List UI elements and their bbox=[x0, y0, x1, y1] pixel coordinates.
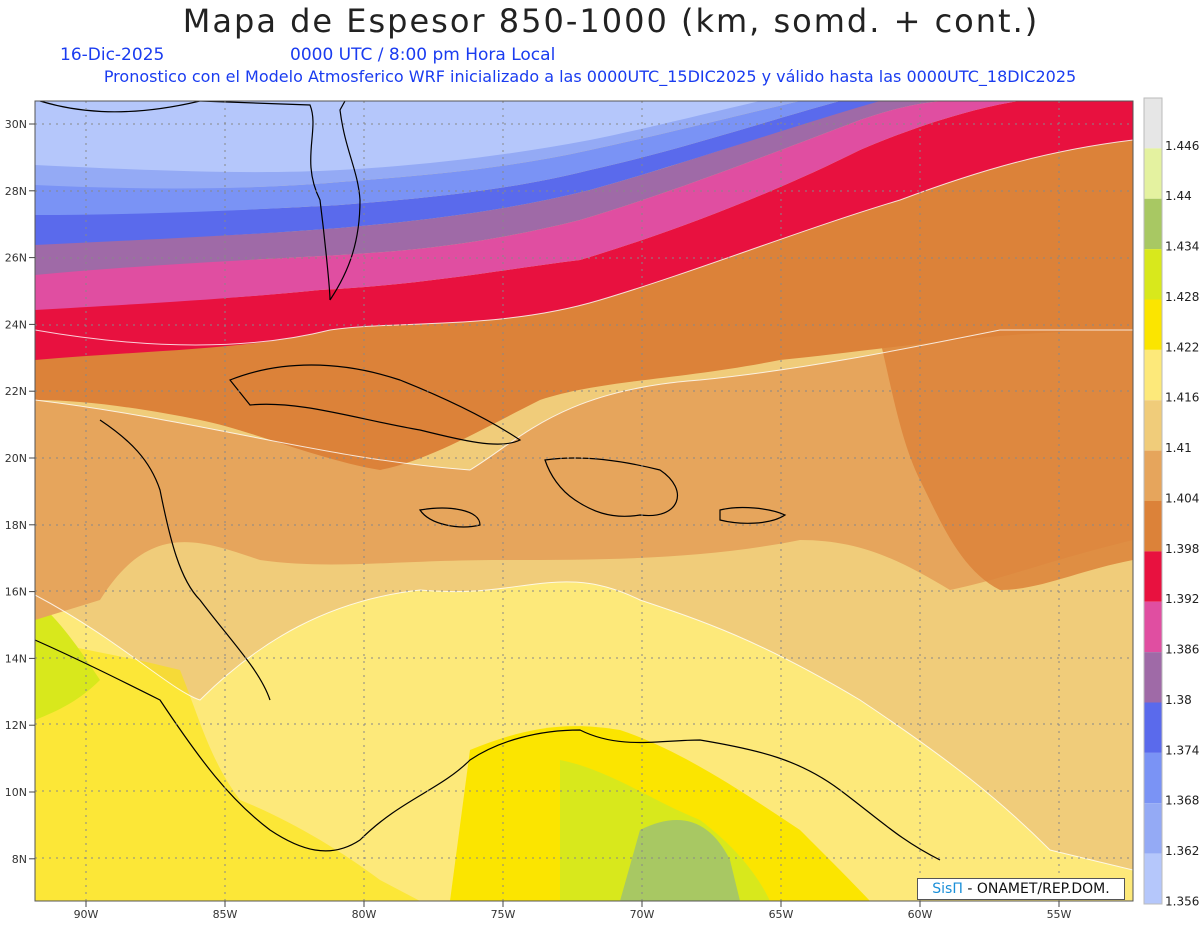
legend-swatch bbox=[1144, 601, 1162, 653]
lon-label: 85W bbox=[213, 908, 238, 921]
lon-label: 60W bbox=[908, 908, 933, 921]
field-band-1.368 bbox=[35, 101, 880, 245]
latitude-labels: 30N 28N 26N 24N 22N 20N 18N 16N 14N 12N 10N 8N bbox=[5, 118, 35, 866]
longitude-labels: 90W 85W 80W 75W 70W 65W 60W 55W bbox=[74, 901, 1072, 921]
contour-lines bbox=[35, 139, 1133, 871]
legend-swatch bbox=[1144, 501, 1162, 552]
field-band-1.416-west bbox=[35, 640, 420, 901]
legend-swatch bbox=[1144, 551, 1162, 602]
lat-label: 26N bbox=[5, 252, 27, 265]
field-band-1.392 bbox=[35, 140, 1133, 470]
credit-text: - ONAMET/REP.DOM. bbox=[962, 881, 1110, 897]
lat-label: 14N bbox=[5, 652, 27, 665]
legend-label: 1.398 bbox=[1165, 542, 1199, 556]
lon-label: 80W bbox=[352, 908, 377, 921]
lon-label: 70W bbox=[630, 908, 655, 921]
field-band-1.392-east bbox=[880, 295, 1133, 590]
legend-label: 1.386 bbox=[1165, 643, 1199, 657]
field-band-1.38 bbox=[35, 101, 1020, 310]
legend-frame bbox=[1143, 97, 1163, 905]
legend-label: 1.41 bbox=[1165, 441, 1192, 455]
thickness-field bbox=[35, 101, 1133, 901]
legend-swatch bbox=[1144, 752, 1162, 804]
legend-label: 1.38 bbox=[1165, 693, 1192, 707]
legend-swatch bbox=[1144, 803, 1162, 854]
legend-label: 1.374 bbox=[1165, 743, 1199, 757]
legend-label: 1.434 bbox=[1165, 240, 1199, 254]
florida-west-coast bbox=[199, 101, 331, 301]
plot-frame bbox=[34, 100, 1134, 902]
forecast-info: Pronostico con el Modelo Atmosferico WRF… bbox=[103, 67, 1077, 86]
legend-swatch bbox=[1144, 652, 1162, 703]
legend-label: 1.362 bbox=[1165, 844, 1199, 858]
legend-label: 1.356 bbox=[1165, 894, 1199, 908]
central-south-america-coast bbox=[35, 639, 941, 861]
field-band-1.35 bbox=[35, 101, 760, 173]
legend-swatch bbox=[1144, 702, 1162, 753]
gulf-coast bbox=[39, 101, 201, 113]
lat-label: 30N bbox=[5, 118, 27, 131]
field-band-1.386 bbox=[35, 101, 1133, 360]
forecast-date: 16-Dic-2025 bbox=[60, 45, 165, 65]
forecast-time: 0000 UTC / 8:00 pm Hora Local bbox=[290, 45, 556, 65]
legend-swatch bbox=[1144, 349, 1162, 401]
lat-label: 18N bbox=[5, 519, 27, 532]
lat-label: 12N bbox=[5, 719, 27, 732]
lat-label: 24N bbox=[5, 318, 27, 331]
grid-lines bbox=[35, 101, 1133, 901]
lat-label: 22N bbox=[5, 385, 27, 398]
jamaica bbox=[418, 507, 481, 528]
legend-label: 1.404 bbox=[1165, 491, 1199, 505]
legend-label: 1.428 bbox=[1165, 290, 1199, 304]
legend-swatch bbox=[1144, 299, 1162, 350]
field-band-1.422-west bbox=[35, 600, 100, 720]
legend-label: 1.44 bbox=[1165, 189, 1192, 203]
legend-label: 1.416 bbox=[1165, 391, 1199, 405]
credit-box: SisΠ - ONAMET/REP.DOM. bbox=[917, 878, 1125, 900]
field-band-1.398 bbox=[35, 330, 1133, 620]
color-legend: 1.446 1.44 1.434 1.428 1.422 1.416 1.41 1.404 1.… bbox=[1143, 97, 1199, 908]
lat-label: 20N bbox=[5, 452, 27, 465]
lat-label: 8N bbox=[12, 853, 27, 866]
lon-label: 65W bbox=[769, 908, 794, 921]
legend-swatch bbox=[1144, 198, 1162, 250]
field-band-1.428 bbox=[620, 820, 740, 901]
lat-label: 16N bbox=[5, 586, 27, 599]
field-band-1.362 bbox=[35, 101, 840, 215]
lat-label: 10N bbox=[5, 786, 27, 799]
legend-swatch bbox=[1144, 400, 1162, 451]
legend-label: 1.368 bbox=[1165, 794, 1199, 808]
legend-swatch bbox=[1144, 450, 1162, 501]
legend-label: 1.422 bbox=[1165, 340, 1199, 354]
map-title: Mapa de Espesor 850-1000 (km, somd. + co… bbox=[182, 2, 1040, 40]
credit-brand: SisΠ bbox=[932, 881, 963, 897]
lat-label: 28N bbox=[5, 185, 27, 198]
lon-label: 90W bbox=[74, 908, 99, 921]
legend-swatch bbox=[1144, 249, 1162, 300]
legend-swatch bbox=[1144, 853, 1162, 904]
florida-east-coast bbox=[329, 101, 361, 301]
puerto-rico bbox=[719, 506, 787, 524]
cuba bbox=[229, 364, 522, 445]
legend-swatch bbox=[1144, 148, 1162, 199]
hispaniola bbox=[544, 457, 678, 517]
legend-label: 1.392 bbox=[1165, 592, 1199, 606]
lon-label: 55W bbox=[1047, 908, 1072, 921]
legend-label: 1.446 bbox=[1165, 139, 1199, 153]
legend-swatch bbox=[1144, 98, 1162, 149]
lon-label: 75W bbox=[491, 908, 516, 921]
